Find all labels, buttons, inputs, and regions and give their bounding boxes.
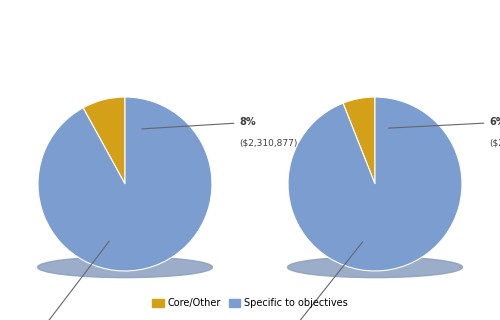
Text: 92%: 92% [10, 241, 109, 320]
Text: Question 1 Objectives: Question 1 Objectives [313, 55, 437, 65]
Text: 8%: 8% [142, 117, 256, 129]
Text: Strategic Plan: Strategic Plan [375, 33, 454, 43]
Wedge shape [83, 97, 125, 184]
Text: Corresponding to IACC: Corresponding to IACC [244, 33, 375, 43]
Text: 2012: Proportion of Projects: 2012: Proportion of Projects [295, 10, 455, 20]
Text: 6%: 6% [388, 117, 500, 128]
Ellipse shape [288, 257, 463, 277]
Legend: Core/Other, Specific to objectives: Core/Other, Specific to objectives [148, 294, 352, 312]
Text: 2011: Proportion of Projects: 2011: Proportion of Projects [45, 10, 205, 20]
Text: Corresponding to IACC: Corresponding to IACC [0, 33, 125, 43]
Ellipse shape [38, 257, 212, 277]
Text: Strategic Plan: Strategic Plan [125, 33, 204, 43]
Text: 94%: 94% [260, 242, 362, 320]
Text: ($2,175,749): ($2,175,749) [490, 138, 500, 147]
Text: Question 1 Objectives: Question 1 Objectives [63, 55, 187, 65]
Wedge shape [38, 97, 212, 271]
Wedge shape [288, 97, 462, 271]
Text: ($2,310,877): ($2,310,877) [240, 138, 298, 147]
Wedge shape [343, 97, 375, 184]
